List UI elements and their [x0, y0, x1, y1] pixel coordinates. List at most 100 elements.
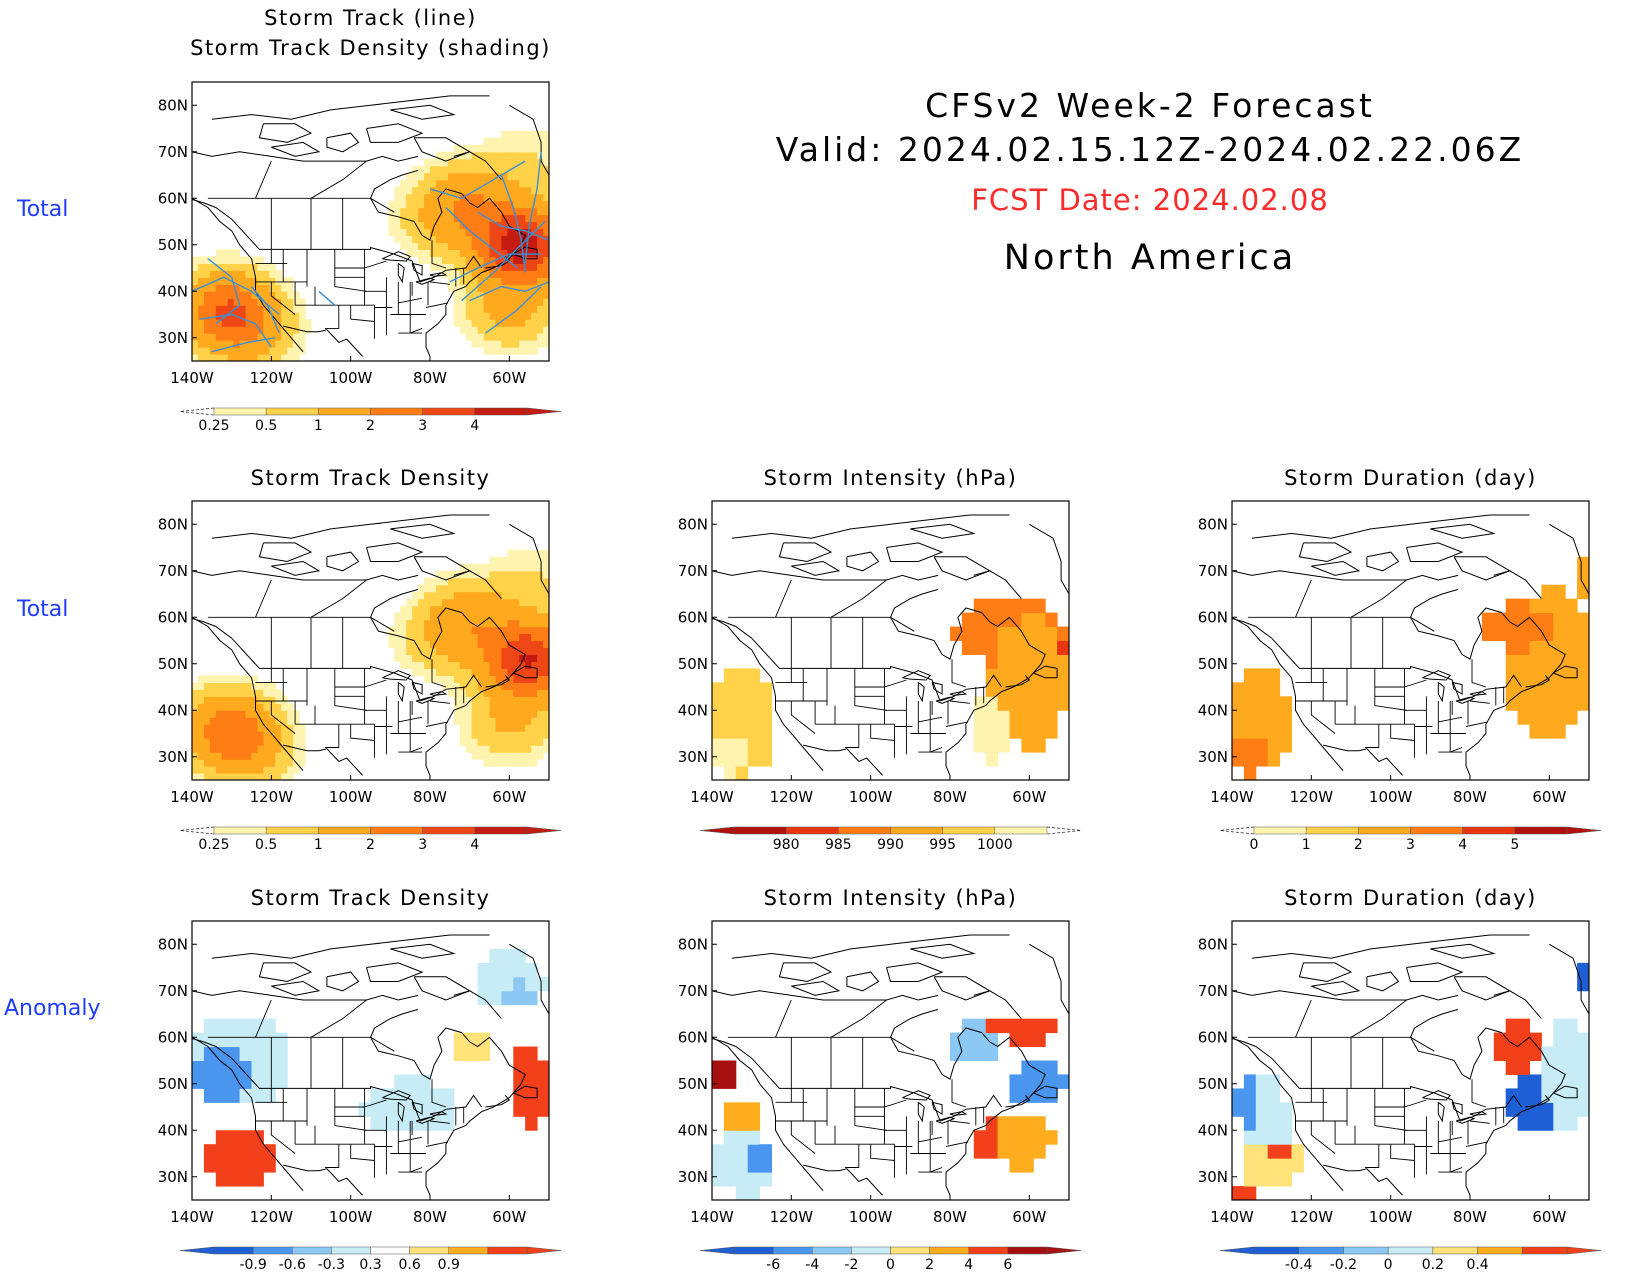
- grid-cell: [1565, 710, 1578, 725]
- density-cell: [275, 354, 282, 361]
- grid-cell: [1232, 752, 1245, 767]
- density-cell: [465, 312, 473, 320]
- density-cell: [251, 312, 259, 320]
- density-cell: [531, 731, 538, 739]
- density-cell: [531, 689, 538, 697]
- density-cell: [507, 186, 514, 195]
- density-cell: [299, 745, 306, 753]
- density-cell: [507, 270, 514, 278]
- colorbar-swatch: [1343, 1246, 1389, 1255]
- x-tick-label: 120W: [770, 788, 814, 806]
- grid-cell: [997, 640, 1010, 655]
- grid-cell: [735, 682, 749, 697]
- grid-cell: [251, 1060, 264, 1075]
- grid-cell: [1505, 696, 1519, 711]
- density-cell: [293, 724, 300, 732]
- coastline: [731, 934, 1010, 959]
- grid-cell: [747, 1186, 761, 1200]
- density-cell: [269, 752, 276, 760]
- density-cell: [459, 605, 467, 614]
- density-cell: [257, 256, 264, 264]
- density-cell: [447, 668, 455, 676]
- density-cell: [418, 256, 425, 264]
- density-cell: [406, 235, 413, 244]
- density-cell: [513, 319, 520, 327]
- density-cell: [227, 340, 235, 348]
- density-cell: [441, 577, 449, 586]
- density-cell: [447, 158, 455, 167]
- density-cell: [495, 228, 502, 237]
- density-cell: [489, 696, 497, 704]
- province-boundary: [951, 1079, 967, 1108]
- density-cell: [447, 689, 455, 697]
- grid-cell: [950, 1046, 963, 1061]
- grid-cell: [1021, 1130, 1034, 1145]
- density-cell: [507, 626, 514, 635]
- state-boundary: [945, 721, 968, 727]
- density-cell: [233, 710, 241, 718]
- density-cell: [513, 738, 520, 746]
- density-cell: [275, 766, 282, 774]
- density-cell: [501, 738, 508, 746]
- island-outline: [846, 971, 880, 992]
- density-cell: [495, 668, 502, 676]
- density-cell: [525, 284, 532, 292]
- density-cell: [203, 696, 211, 704]
- grid-cell: [1279, 1172, 1292, 1187]
- density-cell: [531, 242, 538, 250]
- density-cell: [513, 661, 520, 669]
- grid-cell: [251, 1144, 264, 1159]
- grid-cell: [1529, 654, 1542, 669]
- density-cell: [471, 724, 479, 732]
- density-cell: [495, 179, 502, 188]
- density-cell: [537, 633, 544, 642]
- state-boundary: [790, 1121, 816, 1154]
- grid-cell: [1529, 710, 1542, 725]
- density-cell: [513, 242, 520, 250]
- storm-track-line: [445, 206, 518, 269]
- density-cell: [483, 626, 491, 635]
- density-cell: [483, 165, 491, 174]
- density-cell: [465, 640, 473, 649]
- grid-cell: [985, 640, 999, 655]
- density-cell: [221, 717, 229, 725]
- density-cell: [489, 249, 497, 257]
- density-cell: [400, 654, 407, 663]
- map-frame: [711, 920, 1070, 1201]
- density-cell: [507, 319, 514, 327]
- density-cell: [447, 570, 455, 579]
- density-cell: [489, 654, 497, 663]
- density-cell: [197, 263, 205, 271]
- grid-cell: [1267, 1158, 1281, 1173]
- grid-cell: [747, 1144, 761, 1159]
- density-cell: [441, 242, 449, 250]
- grid-cell: [1541, 654, 1554, 669]
- density-cell: [293, 354, 300, 361]
- density-cell: [519, 284, 526, 292]
- grid-cell: [985, 1116, 999, 1131]
- x-tick-label: 60W: [492, 788, 526, 806]
- density-cell: [483, 347, 491, 355]
- grid-cell: [227, 1144, 241, 1159]
- density-cell: [453, 675, 461, 683]
- density-cell: [471, 612, 479, 621]
- density-cell: [477, 326, 485, 334]
- density-cell: [263, 277, 270, 285]
- density-cell: [418, 619, 425, 628]
- grid-cell: [215, 1172, 229, 1187]
- colorbar-label: 0.25: [198, 418, 229, 434]
- coastline: [211, 95, 490, 120]
- density-cell: [257, 710, 264, 718]
- density-cell: [412, 612, 419, 621]
- map-frame: [191, 500, 550, 781]
- grid-cell: [227, 1046, 241, 1061]
- density-cell: [453, 619, 461, 628]
- grid-cell: [997, 1116, 1010, 1131]
- colorbar-label: 980: [773, 837, 800, 853]
- density-cell: [406, 661, 413, 669]
- density-cell: [483, 305, 491, 313]
- grid-cell: [1243, 696, 1257, 711]
- state-boundary: [1310, 701, 1336, 734]
- density-cell: [263, 731, 270, 739]
- density-cell: [197, 773, 205, 780]
